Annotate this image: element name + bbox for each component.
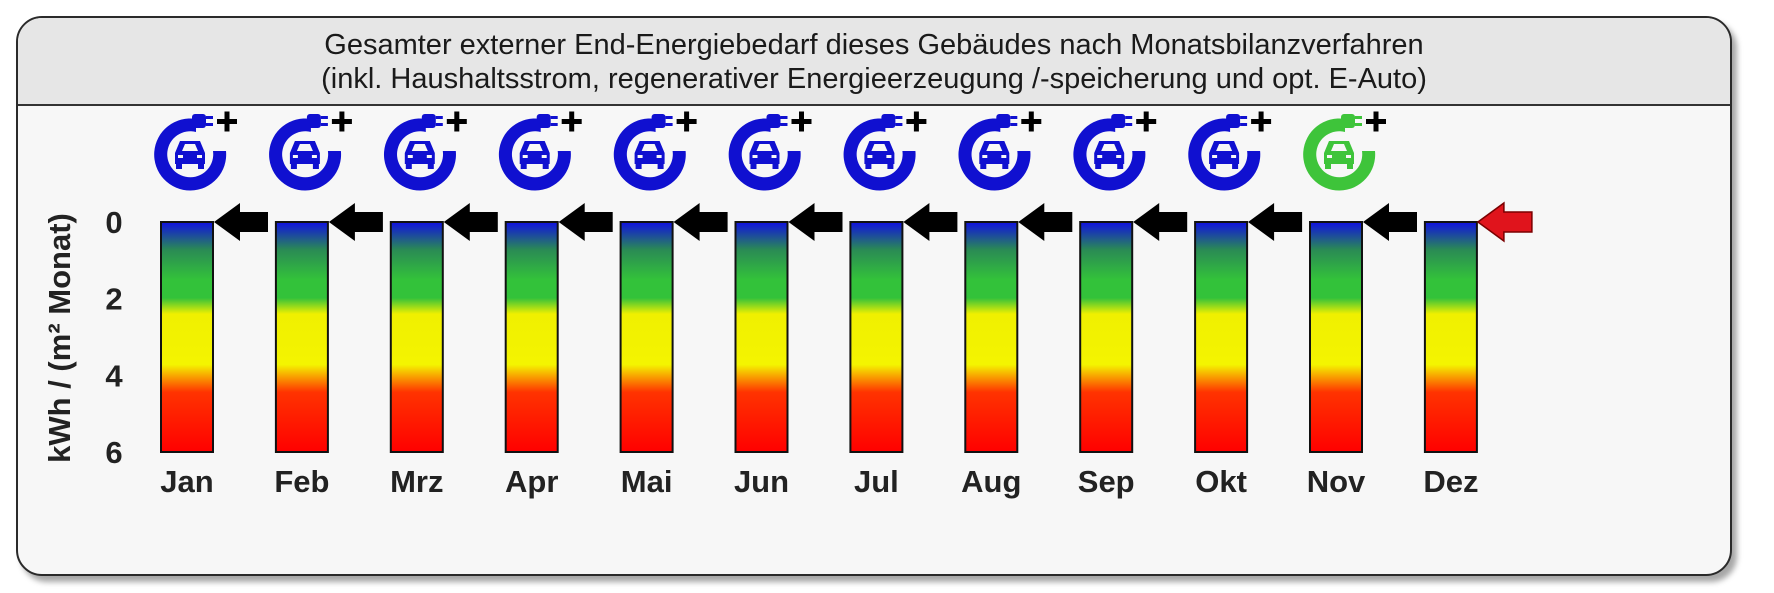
ev-charger-icon [383, 111, 467, 191]
ev-charger-icon [958, 111, 1042, 191]
value-arrow-mrz [443, 203, 498, 241]
ev-charger-icon [843, 111, 927, 191]
y-tick-label: 2 [105, 282, 122, 317]
chart-title: Gesamter externer End-Energiebedarf dies… [324, 29, 1424, 61]
ev-charger-icon [613, 111, 697, 191]
value-arrow-apr [558, 203, 613, 241]
ev-charger-icon [269, 111, 352, 191]
y-tick-label: 4 [105, 358, 123, 393]
x-tick-label: Nov [1307, 464, 1366, 499]
energy-chart: kWh / (m² Monat) 0 2 4 6 Jan Feb Mrz Apr Mai Jun J… [42, 111, 1533, 499]
chart-header: Gesamter externer End-Energiebedarf dies… [18, 18, 1730, 106]
scale-bar-okt [1194, 221, 1249, 453]
y-tick-label: 0 [105, 205, 122, 240]
chart-panel: Gesamter externer End-Energiebedarf dies… [16, 16, 1732, 576]
scale-bar-mrz [389, 221, 444, 453]
x-tick-label: Feb [274, 464, 329, 499]
x-tick-label: Jul [854, 464, 899, 499]
scale-bar-nov [1309, 221, 1363, 453]
scale-bar-jun [734, 221, 789, 453]
value-arrow-jun [788, 203, 843, 241]
value-arrow-mai [673, 203, 728, 241]
value-arrow-nov [1363, 203, 1417, 241]
y-tick-label: 6 [105, 435, 122, 470]
y-axis-label: kWh / (m² Monat) [42, 213, 77, 463]
scale-bar-apr [504, 221, 559, 453]
scale-bar-jul [849, 221, 904, 453]
value-arrow-dez [1476, 201, 1533, 243]
ev-charger-icon [154, 111, 237, 191]
value-arrow-sep [1133, 203, 1188, 241]
x-tick-label: Aug [961, 464, 1021, 499]
value-arrow-jan [214, 203, 268, 241]
scale-bar-dez [1423, 221, 1478, 453]
scale-bar-aug [964, 221, 1019, 453]
scale-bar-sep [1079, 221, 1134, 453]
chart-subtitle: (inkl. Haushaltsstrom, regenerativer Ene… [321, 63, 1427, 95]
scale-bar-mai [619, 221, 674, 453]
x-tick-label: Mrz [390, 464, 443, 499]
value-arrow-okt [1248, 203, 1303, 241]
value-arrow-feb [328, 203, 383, 241]
x-tick-label: Mai [621, 464, 673, 499]
x-tick-label: Sep [1078, 464, 1135, 499]
scale-bar-feb [274, 221, 329, 453]
x-tick-label: Okt [1195, 464, 1247, 499]
ev-charger-icon [1073, 111, 1157, 191]
x-tick-label: Apr [505, 464, 558, 499]
ev-charger-icon [1303, 111, 1386, 191]
scale-bar-jan [160, 221, 214, 453]
ev-charger-icon [498, 111, 582, 191]
x-tick-label: Jun [734, 464, 789, 499]
value-arrow-jul [903, 203, 958, 241]
ev-charger-icon [728, 111, 812, 191]
value-arrow-aug [1018, 203, 1073, 241]
x-tick-label: Jan [160, 464, 213, 499]
ev-charger-icon [1188, 111, 1272, 191]
x-tick-label: Dez [1423, 464, 1478, 499]
